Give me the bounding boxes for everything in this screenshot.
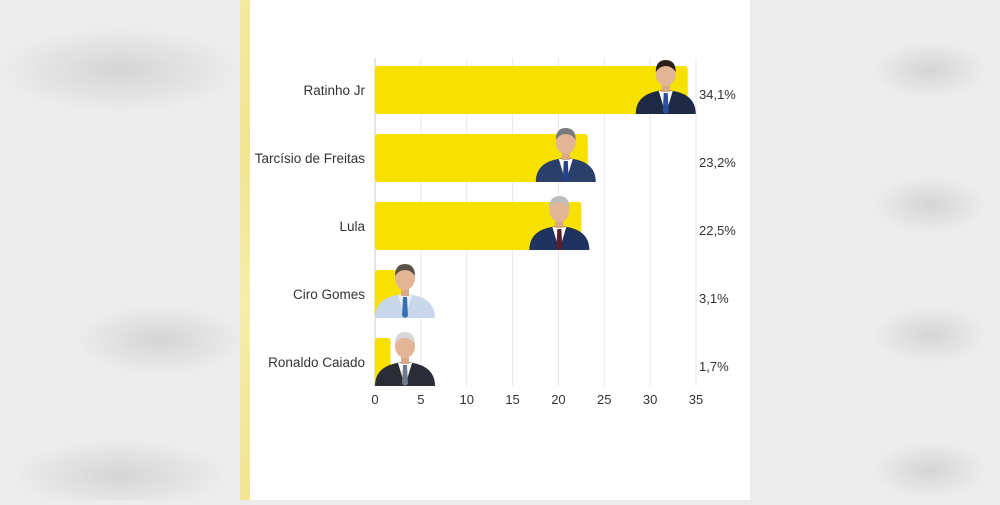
x-tick-label: 0 bbox=[371, 392, 378, 407]
value-label: 23,2% bbox=[699, 155, 736, 170]
photo-neck bbox=[561, 152, 570, 160]
x-tick-label: 35 bbox=[689, 392, 703, 407]
value-label: 3,1% bbox=[699, 291, 729, 306]
candidate-photo bbox=[375, 332, 435, 386]
labels: 0 5 10 15 20 25 30 35 Ratinho Jr 34,1% Tarcísio de… bbox=[255, 83, 737, 407]
photo-face bbox=[555, 130, 576, 154]
category-label: Ratinho Jr bbox=[303, 83, 365, 98]
bar-1 bbox=[375, 134, 588, 182]
category-label: Ronaldo Caiado bbox=[268, 355, 365, 370]
x-tick-label: 30 bbox=[643, 392, 657, 407]
photo-tie bbox=[662, 93, 669, 114]
poll-bar-chart: 0 5 10 15 20 25 30 35 Ratinho Jr 34,1% Tarcísio de… bbox=[255, 58, 737, 407]
photo-tie bbox=[556, 229, 563, 250]
photo-hair bbox=[655, 60, 676, 72]
value-label: 34,1% bbox=[699, 87, 736, 102]
candidate-photo bbox=[635, 60, 696, 114]
x-tick-label: 25 bbox=[597, 392, 611, 407]
x-tick-label: 10 bbox=[459, 392, 473, 407]
candidate-photos bbox=[375, 60, 696, 386]
x-tick-label: 5 bbox=[417, 392, 424, 407]
category-label: Tarcísio de Freitas bbox=[255, 151, 366, 166]
photo-hair bbox=[395, 332, 415, 344]
bar-2 bbox=[375, 202, 582, 250]
photo-neck bbox=[401, 356, 409, 364]
bar-0 bbox=[375, 66, 688, 114]
photo-face bbox=[395, 334, 415, 358]
photo-face bbox=[655, 62, 676, 86]
category-label: Lula bbox=[339, 219, 365, 234]
photo-neck bbox=[661, 84, 670, 92]
photo-neck bbox=[555, 220, 564, 228]
photo-hair bbox=[555, 128, 576, 140]
value-label: 22,5% bbox=[699, 223, 736, 238]
candidate-photo bbox=[375, 264, 435, 318]
chart-card: 0 5 10 15 20 25 30 35 Ratinho Jr 34,1% Tarcísio de… bbox=[250, 0, 750, 500]
x-tick-label: 20 bbox=[551, 392, 565, 407]
photo-face bbox=[549, 198, 570, 222]
candidate-photo bbox=[529, 196, 590, 250]
photo-hair bbox=[549, 196, 570, 208]
photo-neck bbox=[401, 288, 409, 296]
x-tick-label: 15 bbox=[505, 392, 519, 407]
category-label: Ciro Gomes bbox=[293, 287, 365, 302]
photo-hair bbox=[395, 264, 415, 276]
photo-tie bbox=[562, 161, 569, 182]
photo-face bbox=[395, 266, 415, 290]
blurred-yellow-strip bbox=[240, 0, 252, 500]
photo-tie bbox=[402, 365, 408, 386]
photo-tie bbox=[402, 297, 408, 318]
candidate-photo bbox=[535, 128, 596, 182]
value-label: 1,7% bbox=[699, 359, 729, 374]
